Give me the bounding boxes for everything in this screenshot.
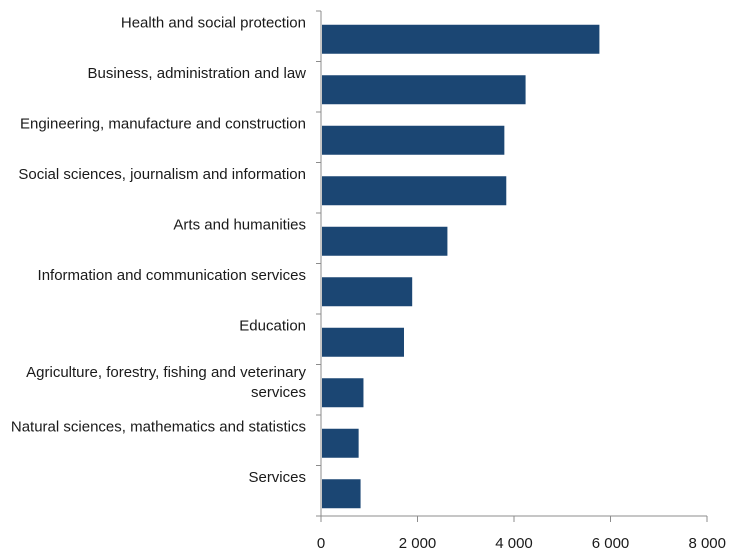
x-tick-label-0: 0 xyxy=(317,535,325,552)
bar-1 xyxy=(322,75,526,105)
category-label-7: Agriculture, forestry, fishing and veter… xyxy=(26,364,306,401)
category-label-6: Education xyxy=(239,317,306,334)
x-tick-label-3: 6 000 xyxy=(592,535,630,552)
bar-5 xyxy=(322,277,413,307)
x-ticks-group: 0 2 000 4 000 6 000 8 000 xyxy=(317,516,726,552)
category-label-1: Business, administration and law xyxy=(88,65,307,82)
category-label-4: Arts and humanities xyxy=(173,216,306,233)
category-label-9: Services xyxy=(248,469,306,486)
bars-group xyxy=(322,24,600,509)
bar-8 xyxy=(322,428,359,458)
category-label-8: Natural sciences, mathematics and statis… xyxy=(11,418,306,435)
category-label-5: Information and communication services xyxy=(38,267,306,284)
category-labels-group: Health and social protection Business, ad… xyxy=(11,14,307,486)
x-tick-label-2: 4 000 xyxy=(495,535,533,552)
category-label-0: Health and social protection xyxy=(121,14,306,31)
bar-4 xyxy=(322,226,448,256)
bar-2 xyxy=(322,125,505,155)
category-label-3: Social sciences, journalism and informat… xyxy=(18,166,306,183)
x-tick-label-4: 8 000 xyxy=(688,535,726,552)
category-label-2: Engineering, manufacture and constructio… xyxy=(20,115,306,132)
bar-7 xyxy=(322,378,364,408)
bar-6 xyxy=(322,327,404,357)
x-tick-label-1: 2 000 xyxy=(399,535,437,552)
bar-0 xyxy=(322,24,600,54)
bar-9 xyxy=(322,479,361,509)
bar-3 xyxy=(322,176,507,206)
